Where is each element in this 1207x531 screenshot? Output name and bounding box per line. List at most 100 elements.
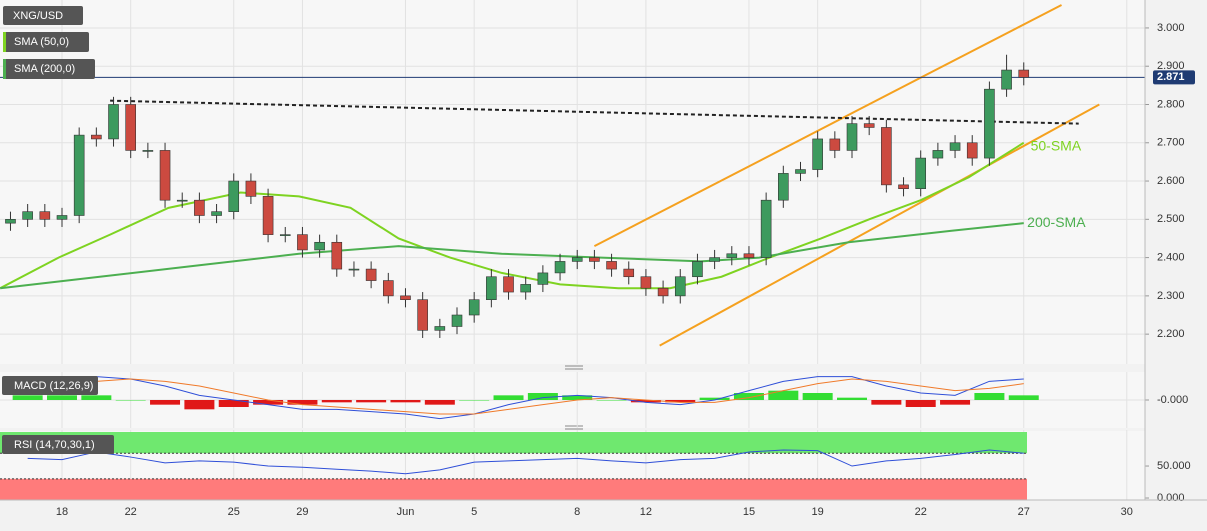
trend-line	[110, 99, 1079, 125]
y-tick-label: 2.500	[1157, 213, 1185, 225]
plot-layer: 18 22 25 29 Jun 5 8 12 15 19 22 27 30 2.200 2.300 2.400…	[0, 0, 1207, 518]
x-tick-label: 22	[915, 506, 927, 518]
legend-box	[2, 435, 114, 454]
y-tick-label: 3.000	[1157, 22, 1185, 34]
legend: XNG/USD SMA (50,0) SMA (200,0) MACD (12,…	[2, 6, 114, 454]
macd-hist	[562, 395, 593, 400]
x-tick-label: 29	[296, 506, 308, 518]
macd-hist	[390, 400, 421, 403]
candle-body	[795, 169, 806, 174]
candle-body	[743, 253, 755, 258]
macd-line	[27, 376, 1024, 420]
candle-body	[451, 314, 463, 327]
candle-body	[262, 196, 274, 235]
candle-body	[640, 276, 652, 289]
signal-line	[27, 378, 1024, 415]
candle-body	[1018, 69, 1030, 78]
y-tick-label: 2.800	[1157, 98, 1185, 110]
macd-hist	[356, 400, 387, 403]
candle-body	[674, 276, 686, 297]
macd-hist	[12, 395, 43, 400]
candle-body	[812, 138, 823, 170]
x-tick-label: 15	[743, 506, 755, 518]
x-tick-label: 5	[471, 506, 477, 518]
candle-body	[56, 215, 68, 220]
x-tick-label: Jun	[397, 506, 415, 518]
candle-body	[5, 219, 16, 224]
price-panel	[0, 0, 1145, 364]
y-tick-label: 50.000	[1157, 460, 1191, 472]
candle-body	[176, 199, 188, 202]
x-tick-label: 19	[812, 506, 824, 518]
candle-body	[949, 142, 961, 151]
macd-title: MACD (12,26,9)	[14, 380, 93, 392]
candle-body	[228, 180, 240, 212]
candle-body	[863, 123, 875, 128]
symbol-label: XNG/USD	[13, 10, 63, 22]
candle-body	[760, 199, 772, 258]
macd-hist	[596, 400, 627, 401]
annotation: 200-SMA	[1027, 214, 1086, 230]
y-tick-label: 2.600	[1157, 175, 1185, 187]
legend-box	[2, 376, 98, 395]
trend-line	[593, 4, 1062, 248]
candle-body	[709, 257, 720, 262]
x-tick-label: 22	[125, 506, 137, 518]
candle-body	[279, 234, 291, 236]
macd-hist	[802, 393, 833, 400]
candle-body	[108, 104, 119, 140]
macd-hist	[768, 390, 799, 400]
candle-body	[984, 88, 995, 159]
candle-body	[22, 211, 33, 220]
y-tick-label: 2.400	[1157, 252, 1185, 264]
y-tick-label: 2.300	[1157, 290, 1185, 302]
candle-body	[400, 295, 411, 300]
candle-body	[211, 211, 222, 216]
y-tick-label: 2.700	[1157, 137, 1185, 149]
legend-swatch	[3, 59, 6, 79]
overbought-band	[0, 432, 1027, 454]
candle-body	[503, 276, 514, 293]
candle-body	[932, 150, 944, 159]
legend-box	[3, 6, 83, 25]
macd-hist	[253, 400, 284, 405]
candle-body	[829, 138, 841, 151]
rsi-line	[27, 449, 1024, 475]
candle-body	[571, 257, 583, 262]
x-tick-label: 25	[228, 506, 240, 518]
candle-body	[91, 134, 102, 140]
candle-body	[623, 268, 635, 278]
macd-hist	[837, 397, 868, 400]
candle-body	[383, 280, 394, 297]
macd-hist	[630, 400, 661, 403]
candle-body	[692, 261, 703, 278]
last-price-box	[1153, 70, 1195, 85]
candle-body	[348, 268, 360, 271]
candle-body	[915, 157, 927, 189]
candle-body	[657, 287, 669, 297]
macd-hist	[424, 400, 455, 405]
candle-body	[468, 299, 480, 316]
macd-hist	[974, 393, 1005, 400]
y-tick-label: -0.000	[1157, 394, 1188, 406]
sma-line	[0, 141, 1025, 290]
y-tick-label: 2.900	[1157, 60, 1185, 72]
y-tick-label: 2.200	[1157, 328, 1185, 340]
candle-body	[898, 184, 909, 189]
macd-hist	[321, 400, 352, 403]
oversold-band	[0, 478, 1027, 500]
candle-body	[417, 299, 428, 331]
candle-body	[297, 234, 308, 251]
rsi-title: RSI (14,70,30,1)	[14, 439, 95, 451]
macd-hist	[665, 400, 696, 403]
legend-label: SMA (200,0)	[14, 63, 75, 75]
macd-hist	[493, 395, 524, 400]
candle-body	[486, 276, 497, 300]
candle-body	[966, 142, 978, 159]
panel-handles	[565, 365, 583, 430]
candle-body	[331, 241, 343, 270]
candle-body	[434, 326, 446, 331]
macd-hist	[81, 395, 112, 400]
x-tick-label: 30	[1121, 506, 1133, 518]
